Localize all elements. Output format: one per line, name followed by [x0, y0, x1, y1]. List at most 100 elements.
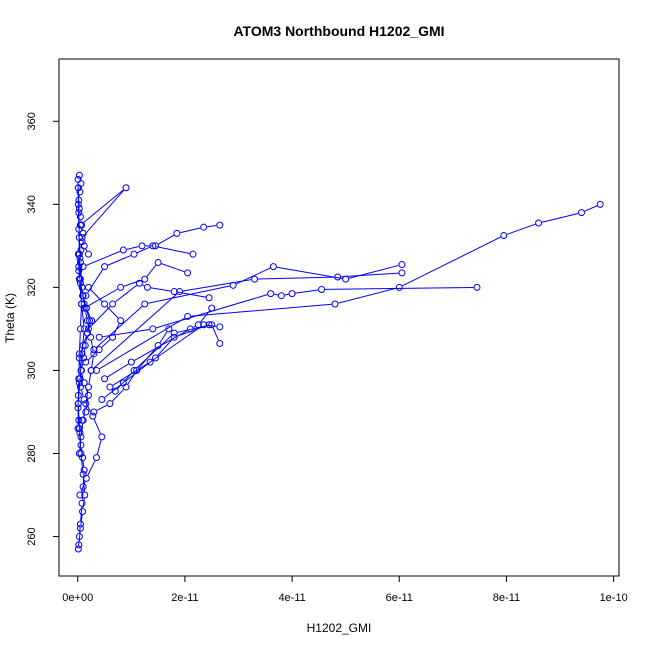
data-point: [205, 294, 213, 302]
series-segment: [127, 373, 136, 385]
series-segment: [123, 279, 142, 287]
data-point: [78, 416, 86, 424]
series-segment: [402, 236, 501, 287]
y-tick-label: 360: [26, 112, 38, 130]
x-tick-label: 2e-11: [171, 592, 198, 604]
data-point: [75, 171, 83, 179]
series-segment: [104, 384, 121, 398]
data-point: [75, 263, 83, 271]
data-point: [398, 261, 406, 269]
data-point: [80, 396, 88, 404]
series-segment: [150, 287, 171, 292]
data-point: [216, 323, 224, 331]
data-point: [216, 339, 224, 347]
data-point: [106, 383, 114, 391]
series-segment: [82, 189, 124, 224]
series-segment: [274, 293, 279, 296]
series-segment: [83, 298, 86, 305]
data-point: [95, 346, 103, 354]
data-point: [76, 213, 84, 221]
data-point: [130, 250, 138, 258]
data-point: [76, 524, 84, 532]
data-point: [135, 279, 143, 287]
data-point: [577, 209, 585, 217]
data-point: [133, 366, 141, 374]
data-point: [80, 354, 88, 362]
series-segment: [79, 348, 83, 355]
data-point: [79, 292, 87, 300]
series-segment: [86, 311, 90, 318]
data-point: [74, 400, 82, 408]
series-segment: [177, 325, 206, 337]
data-point: [119, 246, 127, 254]
series-segment: [93, 293, 178, 369]
data-point: [269, 263, 277, 271]
series-segment: [93, 419, 101, 434]
series-segment: [86, 288, 118, 307]
series-segment: [79, 361, 82, 368]
series-segment: [338, 287, 397, 304]
data-point: [500, 231, 508, 239]
data-point: [154, 342, 162, 350]
series-segment: [80, 481, 86, 492]
data-point: [143, 283, 151, 291]
data-point: [84, 250, 92, 258]
data-point: [189, 250, 197, 258]
y-tick-label: 300: [26, 361, 38, 379]
series-segment: [79, 440, 82, 451]
series-segment: [85, 248, 88, 252]
data-point: [130, 366, 138, 374]
series-segment: [284, 293, 289, 296]
series-segment: [541, 212, 579, 223]
y-tick-label: 260: [26, 527, 38, 545]
data-point: [277, 292, 285, 300]
series-segment: [148, 285, 230, 304]
series-segment: [200, 310, 210, 323]
series-segment: [295, 289, 319, 294]
series-segment: [80, 282, 82, 301]
data-point: [208, 304, 216, 312]
data-point: [76, 254, 84, 262]
series-segment: [81, 332, 85, 351]
series-segment: [584, 205, 598, 212]
series-segment: [111, 389, 124, 402]
data-point: [98, 396, 106, 404]
series-segment: [88, 351, 97, 361]
series-segment: [152, 326, 202, 361]
data-point: [80, 304, 88, 312]
series-segment: [142, 284, 145, 287]
data-point: [596, 200, 604, 208]
data-point: [151, 242, 159, 250]
x-tick-label: 6e-11: [386, 592, 413, 604]
data-point: [82, 408, 90, 416]
series-segment: [101, 339, 111, 348]
data-point: [76, 383, 84, 391]
data-point: [101, 263, 109, 271]
data-point: [535, 219, 543, 227]
series-segment: [85, 402, 92, 414]
x-tick-label: 1e-10: [600, 592, 628, 604]
data-point: [84, 325, 92, 333]
plot-area: [74, 171, 604, 553]
series-segment: [136, 335, 172, 369]
data-point: [122, 383, 130, 391]
data-point: [216, 221, 224, 229]
series-segment: [99, 317, 185, 370]
data-point: [80, 242, 88, 250]
data-point: [75, 375, 83, 383]
data-point: [77, 366, 85, 374]
series-segment: [87, 311, 91, 318]
data-point: [75, 196, 83, 204]
data-point: [127, 358, 135, 366]
data-point: [138, 242, 146, 250]
data-point: [75, 350, 83, 358]
series-segment: [88, 323, 92, 330]
data-point: [87, 333, 95, 341]
chart-title: ATOM3 Northbound H1202_GMI: [233, 23, 444, 39]
data-point: [205, 321, 213, 329]
data-point: [79, 483, 87, 491]
data-point: [109, 333, 117, 341]
data-point: [87, 366, 95, 374]
data-point: [146, 358, 154, 366]
data-point: [76, 325, 84, 333]
